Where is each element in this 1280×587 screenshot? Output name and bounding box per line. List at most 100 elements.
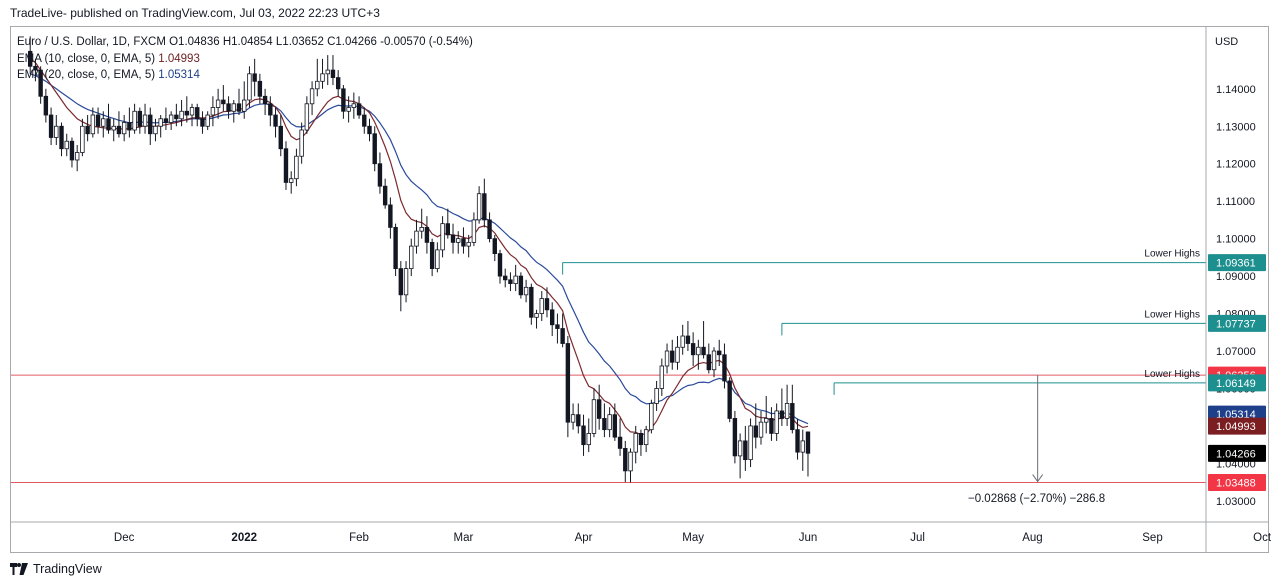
x-tick-label: Oct [1253,532,1272,544]
ema10-label: EMA (10, close, 0, EMA, 5) [17,52,156,65]
candle-body [450,234,456,243]
candle-body [607,414,612,431]
candle-body [106,118,111,131]
y-tick-label: 1.10000 [1216,234,1256,246]
candle-body [774,410,779,434]
price-label-bg [1208,474,1266,492]
candle-body [727,380,732,419]
candle-body [69,140,75,161]
candle-body [628,451,633,472]
ema20-legend[interactable]: EMA (20, close, 0, EMA, 5) 1.05314 [17,67,473,84]
symbol-label: Euro / U.S. Dollar, 1D, FXCM [17,36,166,48]
candle-body [247,73,252,101]
lower-high-label: Lower Highs [1144,369,1200,380]
candle-body [471,219,477,243]
candle-body [148,114,153,135]
candle-body [612,414,618,438]
candle-body [487,219,492,240]
candle-body [330,69,336,78]
candle-body [440,223,445,251]
candle-body [325,69,330,75]
y-tick-label: 1.07000 [1216,346,1256,358]
candle-body [732,418,738,457]
publish-info: TradeLive- published on TradingView.com,… [10,6,380,20]
candle-body [602,418,607,431]
x-tick-label: Aug [1022,532,1042,544]
candle-body [273,114,278,127]
measure-arrow-head [1032,474,1044,483]
candle-body [711,350,717,371]
candle-body [195,107,200,120]
x-tick-label: Jun [799,532,818,544]
candle-body [570,414,576,423]
main-series-legend[interactable]: Euro / U.S. Dollar, 1D, FXCM O1.04836 H1… [17,34,473,51]
candle-body [398,268,404,296]
y-tick-label: 1.12000 [1216,159,1256,171]
price-label-text: 1.03488 [1216,478,1256,490]
brand-name: TradingView [33,562,102,576]
candle-body [356,103,362,116]
candle-body [210,107,216,116]
candle-body [315,80,320,90]
y-tick-label: 1.09000 [1216,271,1256,283]
candle-body [346,107,351,112]
tradingview-logo-icon [10,563,28,575]
candle-body [48,114,54,138]
candle-body [153,125,158,135]
candle-body [132,110,137,131]
x-tick-label: Apr [575,532,593,544]
candle-body [304,103,310,131]
candle-body [529,286,534,318]
candle-body [800,440,805,453]
candle-body [168,114,174,123]
candle-body [476,193,482,221]
candle-body [581,425,586,446]
y-tick-label: 1.11000 [1216,196,1255,208]
candle-body [409,245,414,270]
price-label-bg [1208,444,1266,462]
candle-body [633,433,638,453]
ema10-value: 1.04993 [158,52,200,65]
candle-body [576,414,581,427]
candle-body [638,433,644,446]
lower-high-label: Lower Highs [1144,309,1200,320]
candle-body [717,350,722,356]
candle-body [335,77,341,90]
candle-body [701,346,706,356]
price-label-bg [1208,314,1266,332]
candle-body [121,122,127,135]
candle-body [513,275,518,284]
y-tick-label: 1.13000 [1216,121,1256,133]
candle-body [503,275,508,281]
candle-body [429,241,435,270]
lower-high-label: Lower Highs [1144,249,1200,260]
currency-label: USD [1215,36,1238,48]
candle-body [299,129,304,157]
candle-body [649,403,654,431]
candle-body [367,125,372,135]
price-labels: 1.093611.077371.063561.061491.053141.049… [1208,254,1266,492]
ema10-legend[interactable]: EMA (10, close, 0, EMA, 5) 1.04993 [17,51,473,68]
candle-body [764,418,769,423]
candle-body [174,114,179,120]
candle-body [64,140,69,150]
candle-body [748,425,753,461]
candle-body [769,418,774,434]
candle-body [790,403,795,431]
x-tick-label: Feb [349,532,369,544]
candle-body [85,125,90,135]
candle-body [268,103,273,116]
brand-footer[interactable]: TradingView [10,562,102,576]
candle-body [288,178,294,183]
candles [27,36,811,483]
candle-body [670,350,675,363]
candle-body [654,388,659,404]
price-label-text: 1.04266 [1216,448,1256,460]
candle-body [805,431,811,454]
candle-body [283,148,289,183]
candle-body [320,73,325,82]
candle-body [696,346,701,356]
candle-body [445,223,450,236]
candle-body [555,324,560,329]
